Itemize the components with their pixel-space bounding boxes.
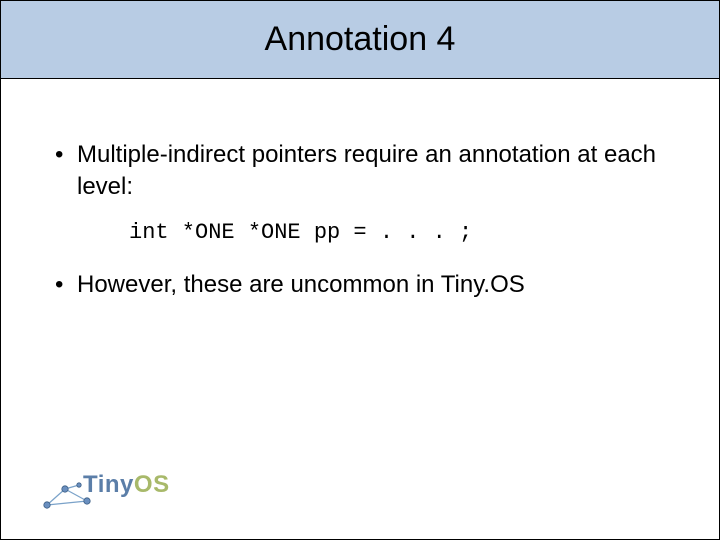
code-example: int *ONE *ONE pp = . . . ; — [129, 218, 669, 248]
logo-text: TinyOS — [83, 471, 170, 499]
bullet-text: However, these are uncommon in Tiny.OS — [77, 269, 669, 301]
logo-text-os: OS — [134, 471, 170, 498]
logo-text-tiny: Tiny — [83, 471, 134, 498]
bullet-text: Multiple-indirect pointers require an an… — [77, 139, 669, 204]
tinyos-logo: TinyOS — [43, 463, 173, 509]
bullet-glyph: • — [51, 269, 77, 301]
bullet-item: • Multiple-indirect pointers require an … — [51, 139, 669, 204]
title-bar: Annotation 4 — [1, 1, 719, 79]
bullet-item: • However, these are uncommon in Tiny.OS — [51, 269, 669, 301]
slide-title: Annotation 4 — [265, 20, 456, 59]
slide-body: • Multiple-indirect pointers require an … — [1, 79, 719, 302]
bullet-glyph: • — [51, 139, 77, 204]
